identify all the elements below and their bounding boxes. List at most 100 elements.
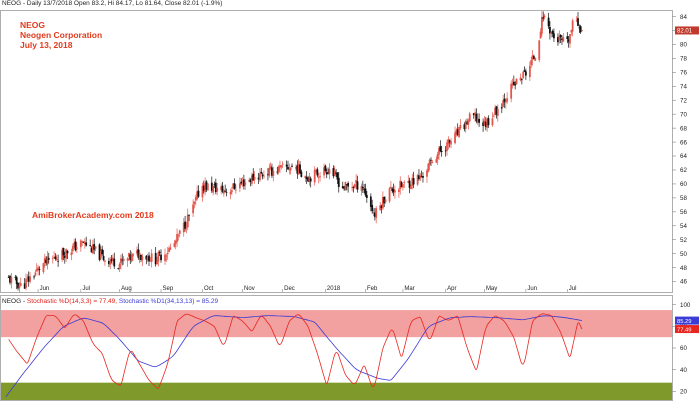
price-tick-label: 48	[680, 265, 687, 272]
candle-body	[276, 171, 279, 173]
candle-body	[360, 186, 363, 191]
candle-body	[352, 186, 355, 188]
candle-body	[212, 185, 215, 193]
candle-body	[174, 240, 177, 244]
candle-body	[468, 113, 471, 122]
candle-body	[257, 177, 260, 180]
candle-body	[559, 34, 562, 38]
watermark: AmiBrokerAcademy.com 2018	[32, 210, 154, 220]
candle-body	[412, 178, 415, 185]
candle-body	[496, 108, 499, 116]
candle-body	[444, 150, 447, 152]
candle-body	[14, 276, 17, 278]
candle-body	[233, 183, 236, 189]
price-tick-label: 72	[680, 97, 687, 104]
candle-body	[380, 205, 383, 208]
price-tick-label: 80	[680, 42, 687, 49]
candle-body	[463, 124, 466, 130]
candle-body	[506, 98, 509, 102]
candle-body	[9, 275, 11, 283]
candle-body	[305, 177, 308, 180]
candle-body	[558, 36, 561, 41]
candle-body	[459, 125, 462, 129]
candle-body	[557, 37, 559, 43]
price-tick-label: 56	[680, 209, 687, 216]
candle-body	[541, 16, 543, 34]
candle-body	[81, 240, 84, 242]
candle-body	[494, 107, 497, 115]
candle-body	[204, 183, 207, 193]
candle-body	[25, 279, 27, 288]
price-panel-frame	[0, 10, 673, 293]
candle-body	[448, 140, 451, 143]
d1-value-badge	[675, 316, 699, 325]
candle-body	[464, 120, 467, 129]
last-price-badge	[675, 26, 699, 35]
candle-body	[70, 252, 73, 256]
candle-body	[222, 190, 225, 194]
candle-body	[45, 259, 47, 263]
candle-body	[569, 34, 571, 44]
candle-body	[316, 169, 319, 176]
candle-body	[225, 191, 228, 193]
candle-body	[492, 116, 495, 118]
month-label: Jun	[527, 286, 537, 292]
candle-body	[483, 120, 486, 126]
candle-body	[83, 241, 86, 244]
candle-body	[117, 268, 120, 269]
candle-body	[566, 36, 569, 40]
stoch-d1-label: Stochastic %D1(34,13,13) = 85.29	[118, 298, 219, 305]
candle-body	[300, 171, 303, 177]
candle-body	[450, 141, 452, 145]
indicator-tick-label: 60	[680, 345, 687, 352]
price-tick-label: 46	[680, 279, 687, 286]
candle-body	[372, 211, 375, 213]
candle-body	[196, 191, 199, 200]
company-label: Neogen Corporation	[20, 30, 103, 40]
candle-body	[528, 65, 531, 77]
candle-body	[324, 165, 327, 172]
candle-body	[474, 112, 476, 116]
candle-body	[244, 182, 247, 185]
candle-body	[193, 201, 196, 204]
candle-body	[94, 246, 97, 249]
candle-body	[229, 191, 232, 195]
candle-body	[269, 166, 272, 169]
candle-body	[165, 255, 168, 257]
candle-body	[487, 118, 490, 126]
month-label: 2018	[327, 286, 341, 292]
candle-body	[379, 205, 382, 211]
candle-body	[216, 188, 219, 192]
candle-body	[347, 183, 350, 187]
candle-body	[61, 250, 64, 260]
candle-body	[158, 252, 161, 253]
candle-body	[166, 252, 169, 255]
candle-body	[220, 186, 223, 191]
candle-body	[512, 81, 515, 85]
candle-body	[210, 182, 213, 191]
candle-body	[486, 118, 489, 128]
candle-body	[141, 256, 144, 261]
candle-body	[375, 208, 378, 218]
candle-body	[140, 254, 142, 260]
candle-body	[42, 263, 45, 273]
candle-body	[323, 167, 325, 176]
candle-body	[73, 242, 76, 247]
candle-body	[491, 118, 494, 126]
candle-body	[53, 257, 56, 259]
candle-body	[156, 260, 158, 265]
candle-body	[46, 256, 49, 265]
candle-body	[384, 199, 387, 203]
candle-body	[128, 253, 130, 257]
candle-body	[148, 255, 150, 262]
candle-body	[399, 180, 402, 189]
candle-body	[530, 60, 533, 66]
candle-body	[169, 247, 172, 250]
indicator-series	[5, 313, 583, 398]
candle-body	[33, 276, 35, 278]
candle-body	[373, 212, 376, 217]
candle-body	[549, 26, 551, 34]
candle-body	[364, 188, 367, 196]
month-label: Jul	[569, 286, 577, 292]
candle-body	[280, 165, 283, 167]
